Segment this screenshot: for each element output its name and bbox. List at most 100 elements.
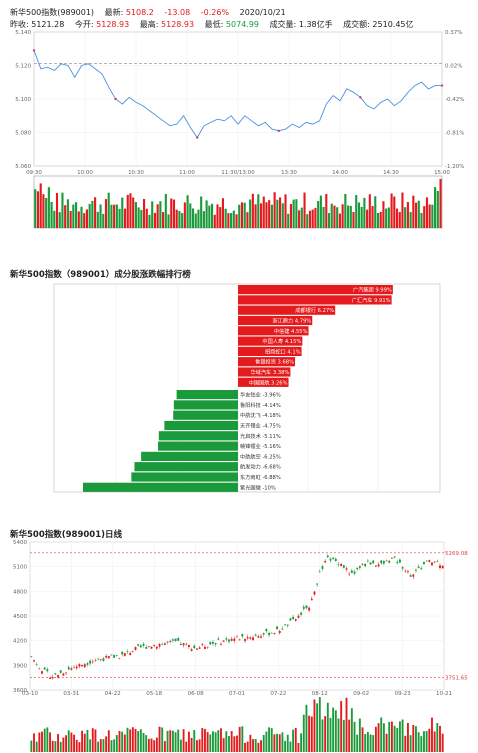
volume-bar [193,730,196,752]
candle-body [246,637,249,639]
candle-body [377,564,380,567]
volume-bar [151,201,154,228]
candle-body [423,562,425,565]
volume-bar [363,197,366,228]
positive-bar-label: 招商蛇口 4.1% [265,347,301,355]
volume-bar [190,737,193,752]
volume-bar [431,204,434,228]
volume-bar [417,200,420,228]
volume-bar [115,735,118,752]
negative-bar-label: 紫光国微 -10% [240,483,276,491]
candle-body [265,628,268,632]
negative-bar-label: 航发动力 -6.68% [240,463,281,471]
y-tick: 4800 [13,589,27,595]
candle-body [49,677,51,680]
candle-body [385,560,388,562]
volume-bar [134,728,137,752]
negative-bar-label: 赣锋锂业 -5.16% [240,442,281,450]
candle-body [361,564,364,565]
candle-body [54,673,57,675]
volume-bar [41,731,43,752]
volume-bar [326,702,329,752]
x-tick: 05-18 [146,691,162,697]
volume-bar [42,194,45,228]
negative-bar-label: 中航沈飞 -4.18% [240,411,281,419]
candle-body [294,619,297,621]
volume-bar [349,205,352,228]
volume-bar [286,734,289,752]
x-tick: 10:30 [128,170,144,176]
volume-bar [225,731,228,752]
positive-bar [238,357,296,367]
candle-body [220,643,222,645]
volume-bar [216,204,219,228]
volume-bar [214,732,217,752]
volume-bar [230,213,233,228]
volume-bar [407,722,409,752]
volume-bar [333,205,336,228]
y-tick-left: 5.100 [15,97,31,103]
volume-bar [259,203,263,228]
candle-body [420,568,423,570]
volume-bar [393,725,396,752]
candle-body [380,560,383,564]
candle-body [273,633,276,634]
volume-bar [371,206,374,228]
volume-bar [83,733,86,752]
index-name: 新华500指数(989001) [10,8,95,17]
volume-bar [289,741,292,752]
volume-bar [284,194,287,228]
candle-body [89,660,92,664]
candle-body [433,561,436,563]
candle-body [257,636,260,638]
candle-body [254,634,257,636]
positive-bar-label: 中国人寿 4.15% [262,337,301,345]
candle-body [439,565,441,568]
quote-date: 2020/10/21 [239,8,286,17]
x-tick: 10-21 [436,691,452,697]
candle-body [249,637,252,639]
candle-body [155,646,158,649]
y-tick: 4200 [13,639,27,645]
x-tick: 10:00 [77,170,93,176]
positive-bar [238,315,313,326]
high-label: 最高: [139,20,159,29]
volume-bar [191,208,195,228]
volume-bar [439,725,441,752]
volume-bar [175,209,178,228]
volume-bar [94,729,97,752]
negative-bar [176,390,238,400]
candle-body [356,567,359,570]
volume-bar [353,721,356,752]
candle-body [158,644,161,647]
volume-bar [310,716,313,752]
volume-bar [230,731,233,752]
candle-body [228,639,230,642]
candle-body [431,562,433,566]
volume-bar [177,729,180,752]
volume-bar [324,716,327,752]
volume-bar [153,740,156,752]
volume-bar [262,734,265,752]
candle-body [102,658,105,662]
candle-body [244,638,246,641]
volume-bar [107,192,110,228]
positive-bar [238,367,291,377]
y-tick: 3900 [13,663,27,669]
candle-body [374,565,377,567]
candle-body [326,555,329,558]
volume-bar [156,204,159,228]
volume-bar [327,213,331,228]
candle-body [185,643,188,645]
volume-bar [70,732,73,752]
candle-body [350,570,353,573]
candle-body [30,656,33,657]
volume-bar [158,726,161,752]
volume-bar [105,736,108,752]
candle-body [177,637,180,641]
candle-body [241,633,244,637]
candle-body [412,574,415,577]
volume-bar [348,719,351,752]
volume-bar [131,727,134,752]
x-tick: 08-12 [312,691,328,697]
